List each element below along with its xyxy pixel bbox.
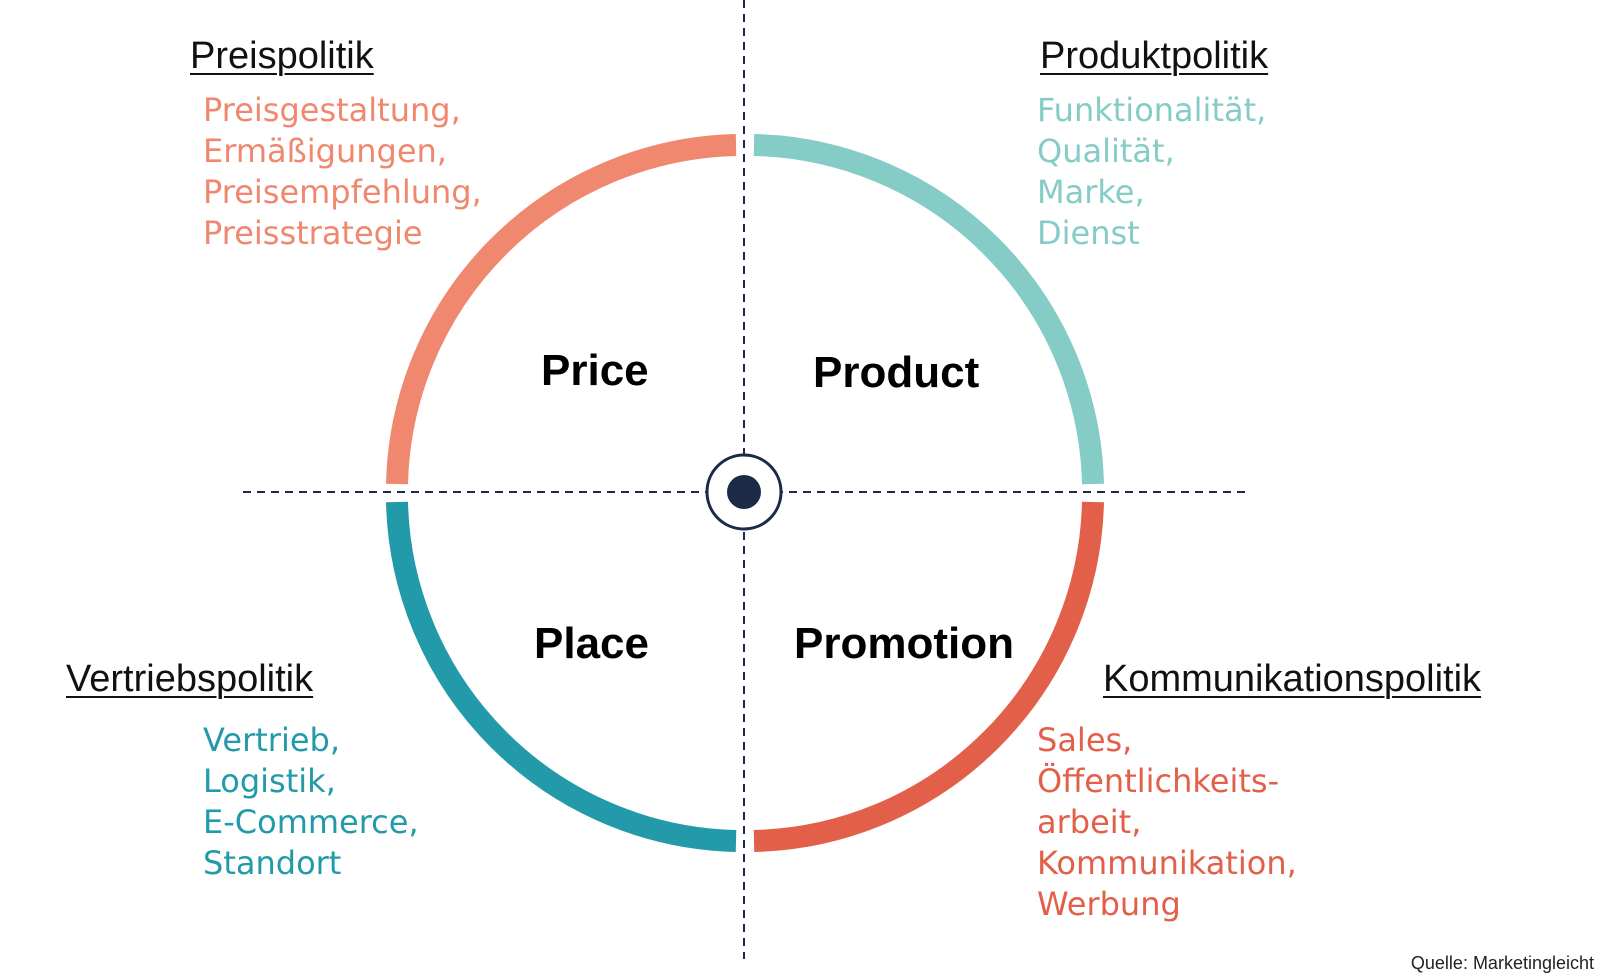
promotion-item: Sales, [1037,721,1133,759]
product-item: Qualität, [1037,132,1175,170]
place-item: Standort [203,844,342,882]
place-item: E-Commerce, [203,803,419,841]
price-item: Preisgestaltung, [203,91,461,129]
place-heading: Vertriebspolitik [66,658,314,700]
promotion-label: Promotion [794,619,1014,668]
promotion-items: Sales, Öffentlichkeits- arbeit, Kommunik… [1037,720,1297,925]
promotion-arc [753,501,1104,852]
price-item: Preisempfehlung, [203,173,482,211]
product-item: Funktionalität, [1037,91,1267,129]
price-arc [386,134,737,485]
promotion-item: arbeit, [1037,803,1142,841]
center-dot [727,475,761,509]
product-item: Dienst [1037,214,1140,252]
source-note: Quelle: Marketingleicht [1410,953,1594,973]
place-label: Place [534,619,649,668]
place-items: Vertrieb, Logistik, E-Commerce, Standort [203,720,419,884]
product-arc [753,134,1104,485]
place-item: Vertrieb, [203,721,341,759]
price-items: Preisgestaltung, Ermäßigungen, Preisempf… [203,90,482,254]
price-label: Price [541,346,649,395]
price-item: Ermäßigungen, [203,132,447,170]
price-heading: Preispolitik [190,35,374,77]
place-item: Logistik, [203,762,336,800]
price-item: Preisstrategie [203,214,423,252]
product-item: Marke, [1037,173,1145,211]
promotion-heading: Kommunikationspolitik [1103,658,1482,700]
promotion-item: Kommunikation, [1037,844,1297,882]
product-label: Product [813,348,980,397]
product-items: Funktionalität, Qualität, Marke, Dienst [1037,90,1266,254]
product-heading: Produktpolitik [1040,35,1269,77]
promotion-item: Werbung [1037,885,1181,923]
place-arc [386,501,737,852]
promotion-item: Öffentlichkeits- [1037,762,1280,800]
